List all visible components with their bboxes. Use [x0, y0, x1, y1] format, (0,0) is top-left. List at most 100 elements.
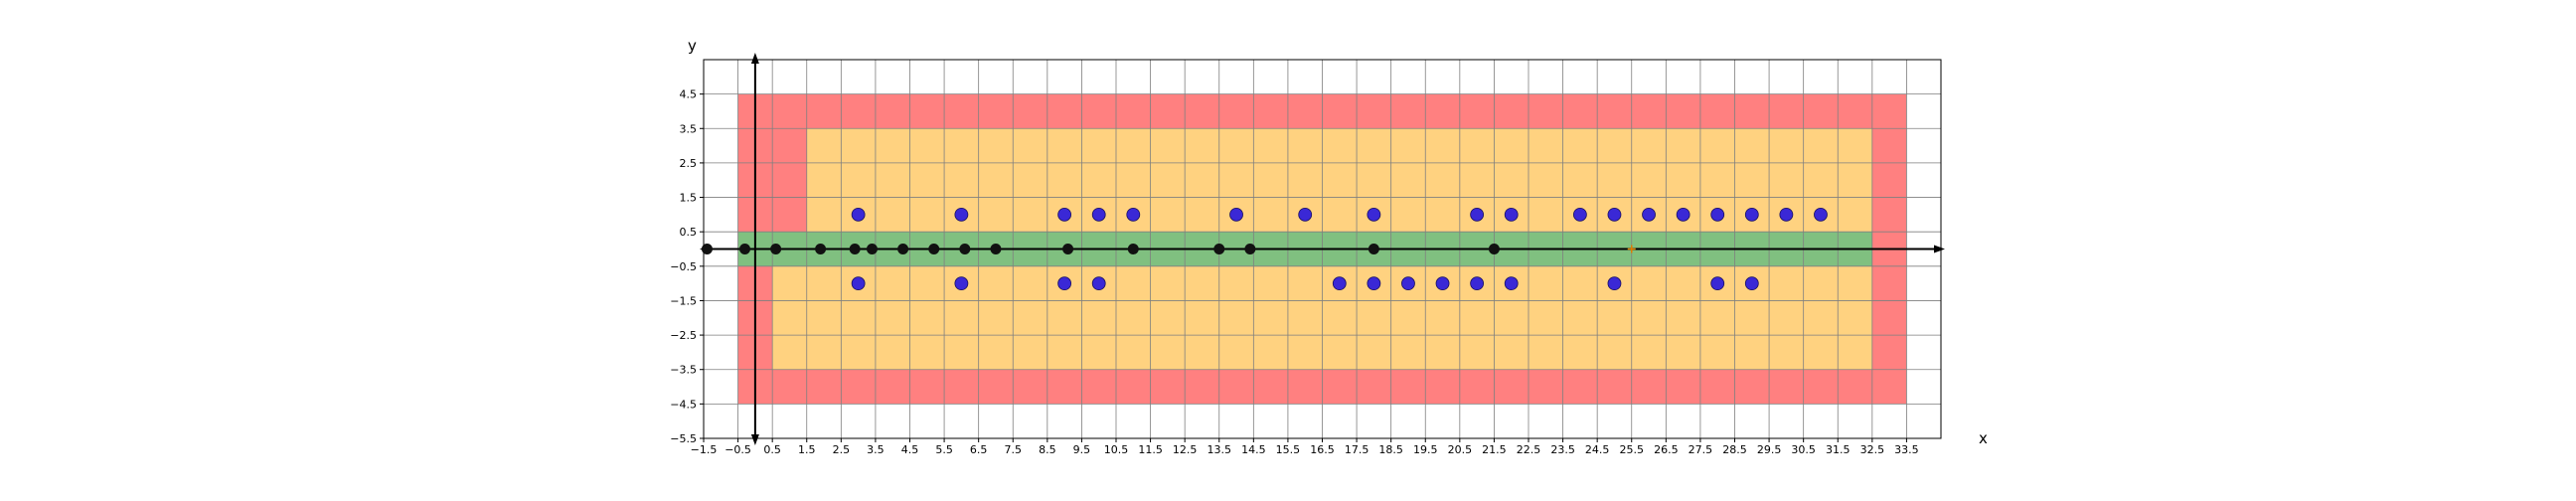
x-tick-label: 0.5 [763, 443, 781, 456]
blue-point [1367, 207, 1381, 222]
x-tick-label: 24.5 [1585, 443, 1610, 456]
target-marker-icon [1627, 245, 1636, 253]
x-tick-label: 9.5 [1073, 443, 1091, 456]
blue-point [1435, 276, 1450, 291]
x-tick-label: 33.5 [1894, 443, 1919, 456]
blue-point [1126, 207, 1141, 222]
tick-labels-layer: −1.5 −0.5 0.5 1.5 2.5 3.5 4.5 5.5 6.5 7.5 8.5 9.5 10… [670, 88, 1918, 456]
x-tick-label: 32.5 [1860, 443, 1885, 456]
blue-point [851, 207, 866, 222]
x-tick-label: 17.5 [1345, 443, 1369, 456]
x-tick-label: 19.5 [1413, 443, 1438, 456]
x-axis-label: x [1979, 429, 1988, 447]
blue-point [1676, 207, 1690, 222]
y-tick-label: −3.5 [670, 364, 697, 377]
blue-point [1470, 276, 1485, 291]
y-tick-label: −5.5 [670, 432, 697, 445]
x-tick-label: 21.5 [1482, 443, 1507, 456]
y-axis-arrow-down-icon [750, 434, 759, 445]
blue-point [1057, 276, 1072, 291]
y-tick-label: −1.5 [670, 294, 697, 307]
y-tick-label: 2.5 [680, 157, 698, 170]
x-tick-label: 6.5 [970, 443, 988, 456]
x-tick-label: 4.5 [901, 443, 919, 456]
axis-point [866, 244, 878, 254]
x-tick-label: −1.5 [691, 443, 718, 456]
x-tick-label: 14.5 [1241, 443, 1266, 456]
blue-point [1572, 207, 1587, 222]
x-tick-label: 23.5 [1550, 443, 1575, 456]
points-layer [701, 207, 1828, 291]
x-tick-label: 26.5 [1654, 443, 1679, 456]
blue-point [1367, 276, 1381, 291]
x-tick-label: 13.5 [1208, 443, 1232, 456]
y-axis-arrow-icon [750, 53, 759, 64]
x-tick-label: 2.5 [833, 443, 851, 456]
x-tick-label: 15.5 [1276, 443, 1301, 456]
x-tick-label: 7.5 [1005, 443, 1023, 456]
blue-point [954, 276, 969, 291]
axis-point [1127, 244, 1139, 254]
blue-point [1332, 276, 1347, 291]
x-tick-label: 29.5 [1757, 443, 1782, 456]
y-tick-label: 4.5 [680, 88, 698, 101]
x-tick-label: 11.5 [1138, 443, 1163, 456]
blue-point [1814, 207, 1828, 222]
x-tick-label: 30.5 [1791, 443, 1816, 456]
blue-point [1298, 207, 1313, 222]
blue-point [1710, 207, 1725, 222]
blue-point [1744, 276, 1759, 291]
blue-point [1710, 276, 1725, 291]
blue-point [1779, 207, 1794, 222]
blue-point [1229, 207, 1243, 222]
axis-point [990, 244, 1002, 254]
blue-point [1401, 276, 1415, 291]
blue-point [1091, 276, 1106, 291]
axis-point [1213, 244, 1225, 254]
y-tick-label: −2.5 [670, 329, 697, 342]
axis-point [1368, 244, 1379, 254]
blue-point [1607, 276, 1622, 291]
blue-point [1091, 207, 1106, 222]
blue-point [1607, 207, 1622, 222]
x-tick-label: 5.5 [935, 443, 953, 456]
x-tick-label: 31.5 [1826, 443, 1851, 456]
y-tick-label: −0.5 [670, 260, 697, 273]
blue-point [1744, 207, 1759, 222]
blue-point [1504, 207, 1519, 222]
axis-point [959, 244, 971, 254]
x-tick-label: 20.5 [1448, 443, 1473, 456]
x-tick-label: 27.5 [1689, 443, 1713, 456]
y-tick-label: −4.5 [670, 398, 697, 411]
x-tick-label: 12.5 [1173, 443, 1198, 456]
y-axis-label: y [688, 37, 697, 55]
x-tick-label: 28.5 [1722, 443, 1747, 456]
blue-point [1642, 207, 1656, 222]
axis-point [1244, 244, 1256, 254]
x-tick-label: 8.5 [1039, 443, 1056, 456]
axis-point [701, 244, 713, 254]
axis-point [1488, 244, 1500, 254]
blue-point [1470, 207, 1485, 222]
axis-point [739, 244, 750, 254]
x-tick-label: 16.5 [1310, 443, 1335, 456]
x-tick-label: 25.5 [1620, 443, 1645, 456]
blue-point [1504, 276, 1519, 291]
y-tick-label: 0.5 [680, 226, 698, 239]
x-tick-label: 22.5 [1517, 443, 1541, 456]
axis-point [849, 244, 861, 254]
y-tick-label: 3.5 [680, 122, 698, 135]
blue-point [954, 207, 969, 222]
x-tick-label: 3.5 [867, 443, 885, 456]
blue-point [851, 276, 866, 291]
axis-point [815, 244, 827, 254]
x-tick-label: −0.5 [724, 443, 751, 456]
axis-point [770, 244, 782, 254]
blue-point [1057, 207, 1072, 222]
axis-point [897, 244, 909, 254]
axis-point [1062, 244, 1074, 254]
x-tick-label: 18.5 [1378, 443, 1403, 456]
y-tick-label: 1.5 [680, 192, 698, 205]
x-tick-label: 1.5 [798, 443, 816, 456]
